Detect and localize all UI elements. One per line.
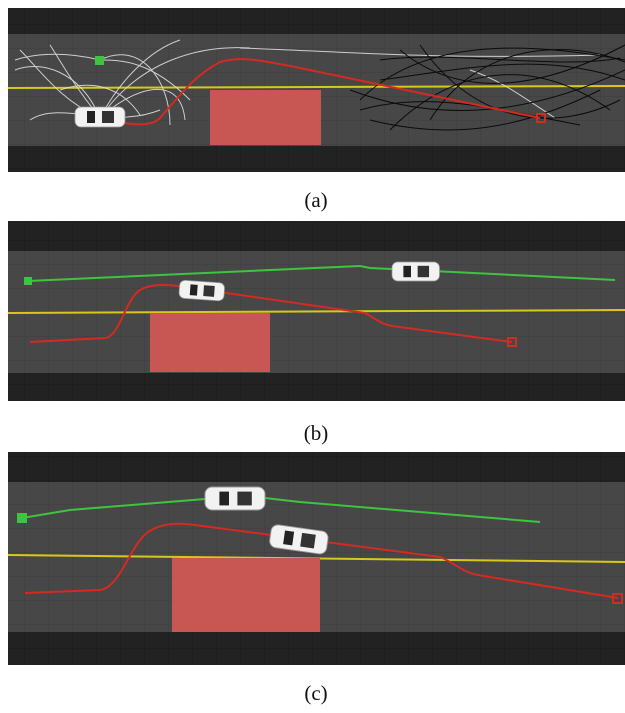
panel-c bbox=[8, 452, 625, 665]
obstacle bbox=[210, 90, 321, 145]
caption: (a) bbox=[304, 188, 327, 212]
obstacle bbox=[172, 558, 320, 632]
ego-car bbox=[179, 280, 225, 301]
obstacle bbox=[150, 313, 270, 372]
other-start bbox=[24, 277, 32, 285]
figure: (a) (b) (c) bbox=[0, 0, 625, 713]
other-car bbox=[205, 487, 265, 510]
panel-b bbox=[8, 221, 625, 401]
panel-a bbox=[8, 8, 625, 172]
caption: (b) bbox=[304, 421, 329, 445]
other-car bbox=[392, 262, 440, 281]
caption: (c) bbox=[304, 681, 327, 705]
other-start bbox=[17, 513, 27, 523]
ego-car bbox=[75, 107, 125, 127]
goal-marker bbox=[95, 56, 104, 65]
